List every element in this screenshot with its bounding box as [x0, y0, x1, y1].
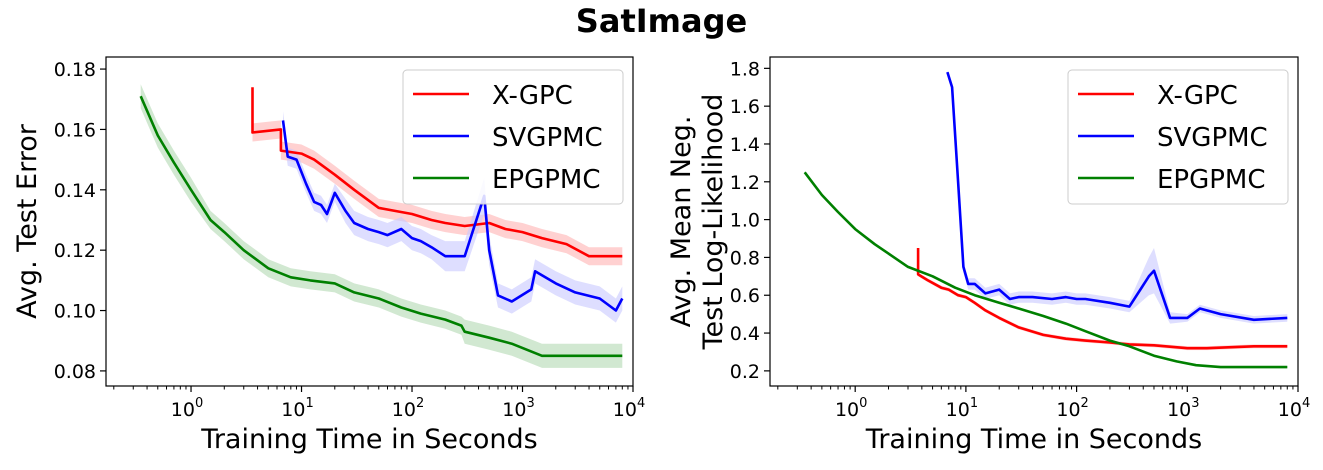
x-tick-label: 100: [835, 396, 867, 421]
series-band-x-gpc: [252, 78, 623, 266]
y-tick-label: 0.08: [54, 361, 96, 383]
y-tick-label: 1.2: [730, 172, 760, 194]
y-tick-label: 1.6: [730, 96, 760, 118]
x-axis-label: Training Time in Seconds: [200, 424, 537, 455]
plot-frame: [105, 56, 634, 387]
x-tick-label: 104: [1278, 396, 1310, 421]
x-tick-label: 101: [946, 396, 978, 421]
series-line-x-gpc: [916, 248, 1288, 350]
legend: [402, 69, 624, 205]
y-axis-label: Avg. Test Error: [12, 123, 43, 319]
x-tick-label: 101: [281, 396, 313, 421]
y-tick-label: 0.6: [730, 285, 760, 307]
x-tick-label: 104: [613, 396, 645, 421]
y-tick-label: 0.4: [730, 323, 760, 345]
plot-frame: [769, 56, 1299, 387]
y-tick-label: 1.0: [730, 210, 760, 232]
y-tick-label: 1.8: [730, 58, 760, 80]
x-tick-label: 103: [502, 396, 534, 421]
legend-label-x-gpc: X-GPC: [492, 81, 573, 111]
legend-label-x-gpc: X-GPC: [1157, 81, 1238, 111]
x-tick-label: 102: [392, 396, 424, 421]
series-line-epgpmc: [139, 95, 623, 358]
chart-neg-log-likelihood: 100 101 102 103 104 0.2 0.4 0.6 0.8 1.0 1.2 1.4 1.6 1…: [666, 56, 1310, 455]
legend: [1067, 69, 1289, 205]
y-axis-label: Avg. Mean Neg.Test Log-Likelihood: [666, 94, 729, 351]
series-line-svgpmc: [281, 120, 624, 312]
y-tick-label: 0.14: [54, 180, 96, 202]
series-line-svgpmc: [946, 71, 1288, 322]
y-tick-label: 0.10: [54, 301, 96, 323]
x-tick-label: 100: [171, 396, 203, 421]
y-tick-label: 0.16: [54, 119, 96, 141]
figure-title: SatImage: [575, 2, 748, 40]
x-tick-label: 102: [1056, 396, 1088, 421]
y-tick-label: 0.12: [54, 240, 96, 262]
x-tick-label: 103: [1167, 396, 1199, 421]
y-tick-label: 0.2: [730, 361, 760, 383]
legend-label-svgpmc: SVGPMC: [492, 123, 603, 153]
chart-test-error: 100 101 102 103 104 0.08 0.10 0.12 0.14 0.16 0.18 T…: [12, 56, 645, 455]
y-tick-label: 1.4: [730, 134, 760, 156]
series-band-svgpmc: [283, 111, 623, 323]
x-axis-label: Training Time in Seconds: [865, 424, 1202, 455]
legend-label-epgpmc: EPGPMC: [492, 165, 601, 195]
legend-label-epgpmc: EPGPMC: [1157, 165, 1266, 195]
y-tick-label: 0.18: [54, 59, 96, 81]
series-line-epgpmc: [803, 171, 1288, 369]
y-tick-label: 0.8: [730, 247, 760, 269]
legend-label-svgpmc: SVGPMC: [1157, 123, 1268, 153]
